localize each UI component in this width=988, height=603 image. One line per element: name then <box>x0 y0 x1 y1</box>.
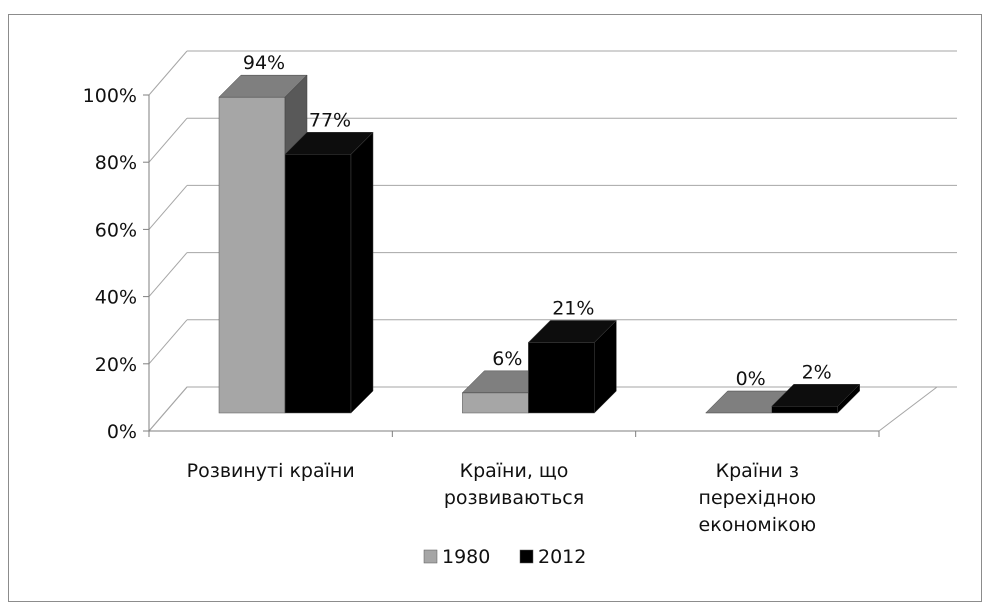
chart-frame: 0% 20% 40% 60% 80% 100% 94% 6% 0% 77% 21% 2% Розви… <box>8 14 982 602</box>
category-label-line: перехідною <box>699 487 817 509</box>
bar-1980-top <box>218 74 308 98</box>
legend-swatch-2012 <box>519 549 534 564</box>
y-tick-label: 60% <box>95 219 137 241</box>
category-label: Країни з перехідною економікою <box>699 460 817 536</box>
category-labels: Розвинуті країни Країни, що розвиваютьсяКр… <box>187 460 816 536</box>
gridline-side <box>148 50 188 96</box>
data-label: 0% <box>736 368 766 390</box>
y-tick-label: 0% <box>107 421 137 443</box>
data-label: 94% <box>243 52 285 74</box>
category-label: Розвинуті країни <box>187 460 355 482</box>
gridline-side <box>148 185 188 230</box>
bar-2012-front <box>771 406 838 414</box>
category-label-line: Країни, що <box>460 460 569 482</box>
legend-label-2012: 2012 <box>538 546 586 568</box>
gridline-side <box>148 319 188 365</box>
data-label: 77% <box>309 109 351 131</box>
data-label: 2% <box>802 361 832 383</box>
data-labels: 94% 6% 0% 77% 21% 2% <box>243 52 832 390</box>
bar-2012-front <box>528 342 595 414</box>
bar-1980-front <box>462 392 529 414</box>
bar-2012-top <box>527 320 617 343</box>
bar-2012-top <box>284 132 374 155</box>
bar-2012-front <box>284 154 352 414</box>
data-label: 6% <box>492 348 522 370</box>
data-label: 21% <box>552 297 594 319</box>
category-label-line: розвиваються <box>444 487 584 509</box>
y-tick-label: 100% <box>83 85 137 107</box>
y-tick-label: 20% <box>95 354 137 376</box>
bar-2012-top <box>771 384 861 407</box>
bar-chart: 0% 20% 40% 60% 80% 100% 94% 6% 0% 77% 21% 2% Розви… <box>83 50 957 568</box>
bars <box>218 74 861 414</box>
gridline-side <box>148 117 188 163</box>
category-label-line: Країни з <box>716 460 799 482</box>
y-tick-label: 80% <box>95 152 137 174</box>
category-label-line: Розвинуті країни <box>187 460 355 482</box>
bar-1980-front <box>218 96 286 414</box>
category-label: Країни, що розвиваються <box>444 460 584 509</box>
y-tick-label: 40% <box>95 287 137 309</box>
bar-2012-side <box>350 131 374 414</box>
legend: 1980 2012 <box>423 546 586 568</box>
legend-swatch-1980 <box>423 549 438 564</box>
gridline-side <box>148 252 188 297</box>
legend-label-1980: 1980 <box>442 546 490 568</box>
value-axis: 0% 20% 40% 60% 80% 100% <box>83 85 880 443</box>
category-label-line: економікою <box>699 514 817 536</box>
